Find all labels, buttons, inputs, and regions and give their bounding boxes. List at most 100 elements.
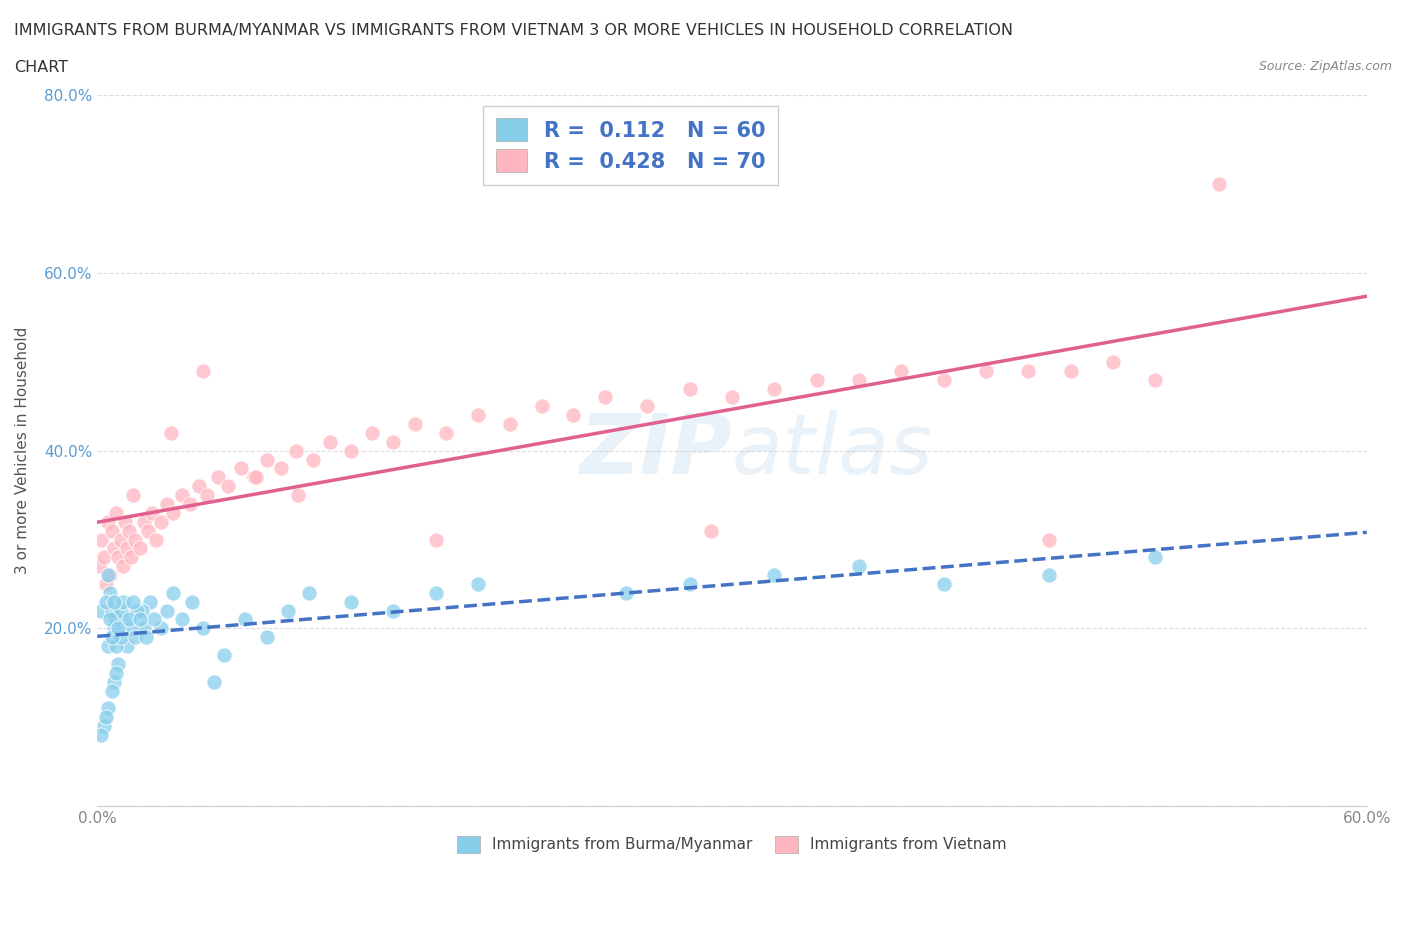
Point: [145, 532, 167, 547]
Point: [93, 550, 115, 565]
Point: [98, 567, 121, 582]
Point: [110, 532, 132, 547]
Point: [98, 585, 121, 600]
Point: [128, 612, 150, 627]
Point: [932, 577, 955, 591]
Point: [530, 399, 553, 414]
Text: IMMIGRANTS FROM BURMA/MYANMAR VS IMMIGRANTS FROM VIETNAM 3 OR MORE VEHICLES IN H: IMMIGRANTS FROM BURMA/MYANMAR VS IMMIGRA…: [14, 23, 1014, 38]
Legend: Immigrants from Burma/Myanmar, Immigrants from Vietnam: Immigrants from Burma/Myanmar, Immigrant…: [451, 830, 1014, 858]
Point: [191, 364, 214, 379]
Point: [136, 524, 159, 538]
Point: [118, 524, 141, 538]
Point: [277, 604, 299, 618]
Point: [593, 390, 616, 405]
Point: [425, 585, 447, 600]
Point: [94, 594, 117, 609]
Point: [207, 470, 229, 485]
Point: [162, 505, 184, 520]
Point: [103, 541, 125, 556]
Point: [105, 612, 128, 627]
Point: [382, 434, 405, 449]
Point: [132, 621, 155, 636]
Point: [111, 594, 134, 609]
Point: [89, 559, 111, 574]
Point: [361, 426, 384, 441]
Point: [245, 470, 267, 485]
Point: [105, 665, 128, 680]
Point: [156, 497, 179, 512]
Point: [806, 372, 828, 387]
Point: [974, 364, 997, 379]
Point: [848, 559, 870, 574]
Point: [434, 426, 457, 441]
Point: [94, 577, 117, 591]
Point: [97, 701, 120, 716]
Point: [98, 612, 121, 627]
Point: [111, 612, 134, 627]
Point: [101, 604, 124, 618]
Point: [217, 479, 239, 494]
Point: [107, 657, 129, 671]
Y-axis label: 3 or more Vehicles in Household: 3 or more Vehicles in Household: [15, 327, 30, 575]
Point: [340, 444, 363, 458]
Point: [107, 550, 129, 565]
Point: [890, 364, 912, 379]
Point: [103, 621, 125, 636]
Point: [679, 381, 702, 396]
Point: [101, 683, 124, 698]
Point: [763, 567, 786, 582]
Point: [256, 452, 278, 467]
Point: [97, 567, 120, 582]
Point: [1017, 364, 1039, 379]
Point: [425, 532, 447, 547]
Point: [90, 532, 112, 547]
Point: [382, 604, 405, 618]
Point: [111, 559, 134, 574]
Text: atlas: atlas: [733, 410, 934, 491]
Point: [90, 727, 112, 742]
Point: [1038, 567, 1060, 582]
Point: [156, 604, 179, 618]
Point: [1144, 550, 1167, 565]
Point: [131, 604, 153, 618]
Text: ZIP: ZIP: [579, 410, 733, 491]
Point: [187, 479, 209, 494]
Point: [229, 461, 252, 476]
Point: [90, 604, 112, 618]
Text: Source: ZipAtlas.com: Source: ZipAtlas.com: [1258, 60, 1392, 73]
Point: [562, 407, 585, 422]
Point: [302, 452, 325, 467]
Point: [120, 621, 142, 636]
Point: [120, 550, 142, 565]
Point: [107, 621, 129, 636]
Point: [499, 417, 522, 432]
Text: CHART: CHART: [14, 60, 67, 75]
Point: [124, 532, 146, 547]
Point: [103, 594, 125, 609]
Point: [191, 621, 214, 636]
Point: [132, 514, 155, 529]
Point: [101, 524, 124, 538]
Point: [467, 577, 489, 591]
Point: [143, 612, 166, 627]
Point: [614, 585, 637, 600]
Point: [287, 487, 309, 502]
Point: [97, 514, 120, 529]
Point: [195, 487, 218, 502]
Point: [202, 674, 225, 689]
Point: [110, 630, 132, 644]
Point: [270, 461, 292, 476]
Point: [700, 524, 723, 538]
Point: [93, 719, 115, 734]
Point: [212, 647, 235, 662]
Point: [763, 381, 786, 396]
Point: [162, 585, 184, 600]
Point: [636, 399, 658, 414]
Point: [1208, 177, 1230, 192]
Point: [115, 541, 138, 556]
Point: [139, 594, 162, 609]
Point: [160, 426, 183, 441]
Point: [105, 639, 128, 654]
Point: [170, 487, 193, 502]
Point: [235, 612, 257, 627]
